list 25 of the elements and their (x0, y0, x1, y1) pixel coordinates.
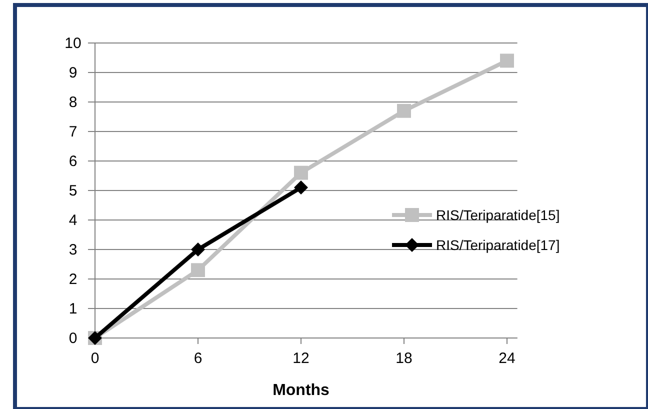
legend-label: RIS/Teriparatide[17] (436, 237, 560, 253)
y-tick-label: 6 (68, 153, 78, 170)
y-tick-label: 1 (68, 300, 78, 318)
point (294, 180, 308, 195)
y-tick-label: 3 (68, 242, 78, 258)
y-tick-label: 2 (68, 271, 78, 288)
x-tick-label: 6 (194, 350, 202, 367)
point (191, 242, 205, 256)
point (397, 104, 411, 118)
y-tick-label: 8 (68, 94, 78, 111)
y-tick-label: 5 (68, 182, 78, 200)
y-tick-label: 4 (68, 212, 78, 229)
y-tick-label: 0 (68, 330, 78, 347)
legend-label: RIS/Teriparatide[15] (436, 207, 560, 223)
x-axis-title: Months (272, 382, 330, 399)
x-tick-label: 12 (292, 350, 310, 367)
point (294, 166, 308, 180)
x-tick-label: 18 (396, 350, 412, 367)
x-tick-label: 24 (498, 350, 516, 367)
point (191, 263, 205, 278)
y-tick-label: 10 (64, 35, 82, 52)
y-tick-label: 9 (68, 64, 78, 82)
y-tick-label: 7 (68, 124, 78, 140)
x-tick-label: 0 (90, 350, 100, 367)
point (500, 54, 514, 68)
